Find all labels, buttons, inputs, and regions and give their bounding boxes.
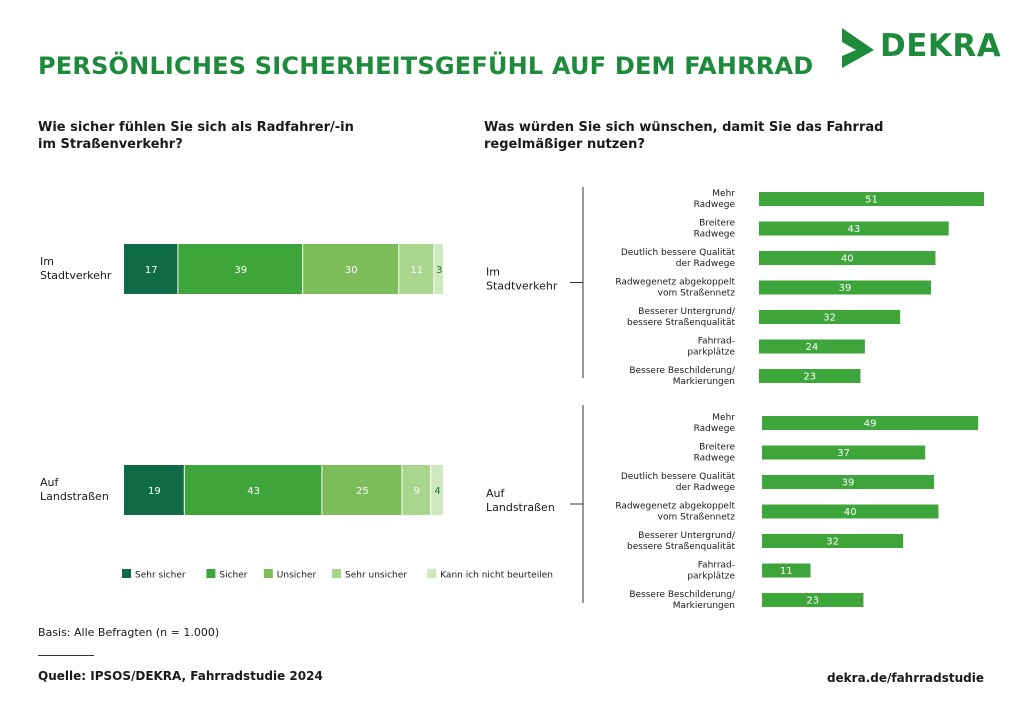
segment-value-label: 39 xyxy=(234,265,247,276)
legend-swatch xyxy=(427,569,437,578)
bar-category-label: Fahrrad-parkplätze xyxy=(687,337,735,358)
bar-category-label: Bessere Beschilderung/Markierungen xyxy=(629,366,736,387)
bar xyxy=(762,504,939,519)
bar-value-label: 32 xyxy=(826,537,839,548)
legend-label: Sehr sicher xyxy=(135,571,186,581)
stacked-segment xyxy=(124,465,184,515)
right-chart-subtitle: Was würden Sie sich wünschen, damit Sie … xyxy=(484,120,884,152)
bar-category-label: Radwegenetz abgekoppelt vom Straßennetz xyxy=(615,278,735,299)
bar-category-label: Breitere Radwege xyxy=(694,443,736,464)
bar xyxy=(759,310,901,324)
footnote: Basis: Alle Befragten (n = 1.000) xyxy=(38,626,220,639)
bar-category-label: Radwegenetz abgekoppelt vom Straßennetz xyxy=(615,502,735,523)
group-label: Im Stadtverkehr xyxy=(486,266,558,293)
segment-value-label: 11 xyxy=(410,265,423,276)
stacked-segment xyxy=(402,465,431,515)
legend-label: Unsicher xyxy=(277,571,317,581)
segment-value-label: 30 xyxy=(345,265,358,276)
stacked-segment xyxy=(184,465,322,515)
bar-category-label: Fahrrad-parkplätze xyxy=(687,561,735,582)
bar-value-label: 24 xyxy=(806,342,819,353)
legend-label: Sicher xyxy=(219,571,247,581)
legend-swatch xyxy=(263,569,273,578)
bar-category-label: Besserer Untergrund/bessere Straßenquali… xyxy=(627,307,736,328)
bar xyxy=(762,416,979,430)
bar-category-label: Mehr Radwege xyxy=(694,189,736,210)
left-chart-subtitle: Wie sicher fühlen Sie sich als Radfahrer… xyxy=(38,120,354,152)
bar-value-label: 23 xyxy=(803,372,816,383)
bar-value-label: 49 xyxy=(864,419,877,430)
segment-value-label: 4 xyxy=(434,486,440,497)
segment-value-label: 19 xyxy=(148,486,161,497)
page-title: PERSÖNLICHES SICHERHEITSGEFÜHL AUF DEM F… xyxy=(38,52,814,80)
legend-label: Sehr unsicher xyxy=(345,571,407,581)
bar-category-label: Deutlich bessere Qualität der Radwege xyxy=(621,248,736,269)
row-label: Im Stadtverkehr xyxy=(40,255,112,282)
bar xyxy=(762,563,811,578)
bar xyxy=(762,534,904,548)
stacked-segment xyxy=(124,244,178,294)
row-label: Auf Landstraßen xyxy=(40,476,109,503)
bar-value-label: 51 xyxy=(865,195,878,206)
segment-value-label: 3 xyxy=(436,265,442,276)
segment-value-label: 9 xyxy=(414,486,420,497)
segment-value-label: 25 xyxy=(356,486,369,497)
legend-swatch xyxy=(206,569,216,578)
bar-value-label: 39 xyxy=(839,283,852,294)
bar-category-label: Deutlich bessere Qualität der Radwege xyxy=(621,472,736,493)
bar-value-label: 32 xyxy=(823,313,836,324)
legend-swatch xyxy=(122,569,131,578)
bar-value-label: 40 xyxy=(844,507,857,518)
stacked-segment xyxy=(178,244,303,294)
bar xyxy=(759,192,984,206)
stacked-segment xyxy=(431,465,443,515)
dekra-logo-icon xyxy=(842,28,874,68)
legend-label: Kann ich nicht beurteilen xyxy=(440,571,553,581)
bar-value-label: 43 xyxy=(847,224,860,235)
bar xyxy=(759,221,949,236)
stacked-segment xyxy=(303,244,399,294)
website-link[interactable]: dekra.de/fahrradstudie xyxy=(826,671,984,685)
bar xyxy=(762,593,864,607)
bar xyxy=(759,280,932,295)
bar-value-label: 39 xyxy=(842,478,855,489)
bar xyxy=(759,339,865,354)
divider xyxy=(38,655,94,656)
stacked-segment xyxy=(322,465,402,515)
bar-value-label: 11 xyxy=(780,566,793,577)
bar-category-label: Mehr Radwege xyxy=(694,413,736,434)
legend-swatch xyxy=(332,569,341,578)
bar-value-label: 40 xyxy=(841,254,854,265)
bar xyxy=(762,445,926,460)
bar xyxy=(762,475,935,489)
logo-text: DEKRA xyxy=(880,28,1002,64)
bar xyxy=(759,369,861,383)
bar-category-label: Besserer Untergrund/bessere Straßenquali… xyxy=(627,531,736,552)
stacked-segment xyxy=(434,244,443,294)
group-label: Auf Landstraßen xyxy=(486,487,555,514)
segment-value-label: 43 xyxy=(247,486,260,497)
segment-value-label: 17 xyxy=(145,265,158,276)
bar-value-label: 23 xyxy=(806,596,819,607)
dekra-logo: DEKRA xyxy=(838,26,1002,72)
bar-category-label: Breitere Radwege xyxy=(694,219,736,240)
bar-category-label: Bessere Beschilderung/Markierungen xyxy=(629,590,736,611)
stacked-segment xyxy=(399,244,434,294)
bar-value-label: 37 xyxy=(837,448,850,459)
bar xyxy=(759,251,936,265)
source-note: Quelle: IPSOS/DEKRA, Fahrradstudie 2024 xyxy=(38,669,323,683)
